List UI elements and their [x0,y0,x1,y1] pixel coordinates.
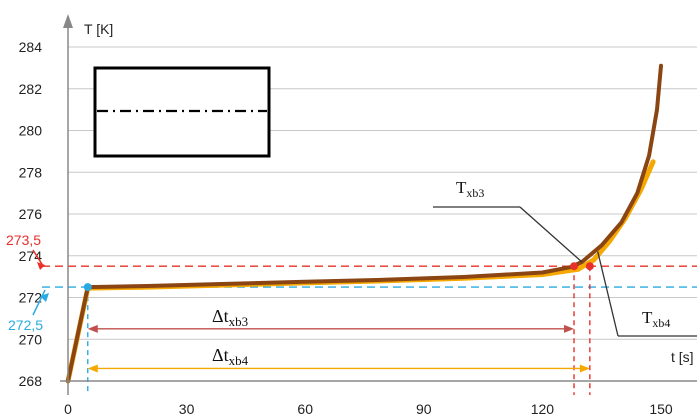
interval-label-xb4: Δtxb4 [212,345,249,368]
x-tick-label: 120 [531,401,555,417]
y-tick-label: 270 [19,331,43,347]
labels: 268 270 272 274 276 278 280 282 284 0 30 60 90 120 150… [6,21,697,417]
reference-pointer-blue [32,289,46,316]
y-tick-label: 274 [19,248,43,264]
markers [83,262,594,292]
interval-arrow-xb4 [87,364,590,373]
x-tick-label: 0 [64,401,72,417]
x-tick-label: 60 [297,401,313,417]
x-tick-label: 30 [179,401,195,417]
interval-label-xb3: Δtxb3 [212,306,248,329]
reference-pointer-red-head [37,262,45,270]
series-layer [65,63,663,384]
annotation-t-xb4: Txb4 [642,308,670,330]
axes [60,14,697,395]
annotation-leader-xb3 [519,206,583,263]
y-tick-label: 280 [19,123,43,139]
series-line-orange [65,159,656,384]
y-tick-label: 282 [19,81,43,97]
reference-pointer-red [32,249,43,265]
reference-label-272-5: 272,5 [8,317,43,333]
reference-label-273-5: 273,5 [6,232,41,248]
y-tick-label: 272 [19,290,43,306]
data-marker [570,262,579,271]
y-tick-label: 284 [19,39,43,55]
interval-arrow-xb3 [87,324,575,333]
y-tick-label: 268 [19,373,43,389]
y-axis-title: T [K] [84,21,113,37]
y-tick-label: 278 [19,164,43,180]
annotation-leader-xb4 [597,251,619,337]
x-tick-label: 90 [416,401,432,417]
x-tick-label: 150 [649,401,673,417]
series-line-brown [66,63,663,383]
y-axis-arrow [63,14,73,28]
x-axis-title: t [s] [671,349,694,365]
data-marker [585,262,594,271]
data-marker [83,283,92,292]
annotation-t-xb3: Txb3 [456,178,484,200]
legend-box [93,66,271,158]
reference-pointer-blue-head [40,293,49,302]
y-tick-label: 276 [19,206,43,222]
